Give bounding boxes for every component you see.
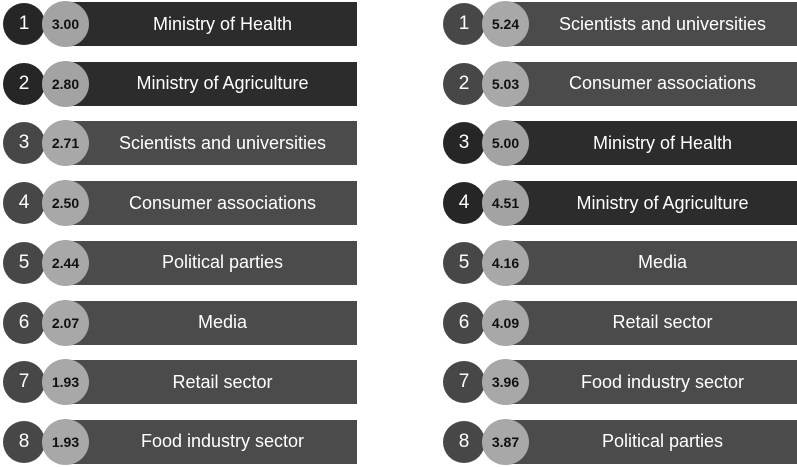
- rank-circle: 3: [443, 122, 485, 165]
- score-circle: 2.07: [42, 299, 89, 346]
- score-circle: 5.00: [482, 120, 529, 167]
- rank-circle: 3: [3, 122, 45, 165]
- actor-label-bar: Food industry sector: [58, 419, 357, 464]
- actor-label: Political parties: [161, 252, 284, 273]
- actor-label-bar: Political parties: [498, 419, 797, 464]
- score-circle: 4.51: [482, 180, 529, 227]
- actor-label: Ministry of Health: [152, 13, 293, 34]
- ranking-row: Ministry of Health 3 5.00: [440, 120, 797, 167]
- actor-label: Retail sector: [172, 371, 273, 392]
- actor-label-bar: Scientists and universities: [58, 121, 357, 166]
- actor-label: Scientists and universities: [558, 13, 767, 34]
- actor-label: Consumer associations: [568, 73, 757, 94]
- score-circle: 5.24: [482, 1, 529, 47]
- rank-circle: 5: [3, 241, 45, 284]
- actor-label-bar: Retail sector: [58, 360, 357, 405]
- score-circle: 1.93: [42, 359, 89, 406]
- actor-label-bar: Food industry sector: [498, 360, 797, 405]
- rank-circle: 2: [443, 62, 485, 105]
- actor-label-bar: Retail sector: [498, 300, 797, 345]
- actor-label: Food industry sector: [580, 371, 745, 392]
- rank-circle: 8: [3, 420, 45, 463]
- actor-label-bar: Ministry of Health: [58, 2, 357, 46]
- rank-circle: 6: [443, 301, 485, 344]
- score-circle: 3.87: [482, 418, 529, 465]
- actor-label-bar: Consumer associations: [58, 181, 357, 226]
- ranking-row: Political parties 8 3.87: [440, 418, 797, 465]
- ranking-row: Ministry of Health 1 3.00: [0, 1, 358, 47]
- right-ranking-column: Scientists and universities 1 5.24 Consumer…: [440, 0, 797, 467]
- actor-label-bar: Ministry of Agriculture: [58, 61, 357, 106]
- actor-label: Ministry of Agriculture: [576, 192, 749, 213]
- rank-circle: 8: [443, 420, 485, 463]
- ranking-row: Scientists and universities 3 2.71: [0, 120, 358, 167]
- rank-circle: 7: [3, 361, 45, 404]
- actor-label: Food industry sector: [140, 431, 305, 452]
- score-circle: 2.44: [42, 239, 89, 286]
- score-circle: 1.93: [42, 418, 89, 465]
- ranking-row: Ministry of Agriculture 2 2.80: [0, 60, 358, 107]
- rank-circle: 1: [3, 3, 45, 45]
- score-circle: 5.03: [482, 60, 529, 107]
- ranking-row: Political parties 5 2.44: [0, 239, 358, 286]
- ranking-row: Media 5 4.16: [440, 239, 797, 286]
- rank-circle: 2: [3, 62, 45, 105]
- ranking-row: Scientists and universities 1 5.24: [440, 1, 797, 47]
- ranking-row: Food industry sector 7 3.96: [440, 359, 797, 406]
- score-circle: 2.71: [42, 120, 89, 167]
- ranking-row: Retail sector 7 1.93: [0, 359, 358, 406]
- rank-circle: 6: [3, 301, 45, 344]
- actor-label: Consumer associations: [128, 192, 317, 213]
- ranking-row: Media 6 2.07: [0, 299, 358, 346]
- rank-circle: 1: [443, 3, 485, 45]
- actor-label: Retail sector: [612, 312, 713, 332]
- score-circle: 2.50: [42, 180, 89, 227]
- score-circle: 3.00: [42, 1, 89, 47]
- ranking-row: Consumer associations 4 2.50: [0, 180, 358, 227]
- score-circle: 4.16: [482, 239, 529, 286]
- actor-label: Political parties: [601, 431, 724, 452]
- actor-label-bar: Ministry of Agriculture: [498, 181, 797, 226]
- ranking-row: Food industry sector 8 1.93: [0, 418, 358, 465]
- score-circle: 3.96: [482, 359, 529, 406]
- rank-circle: 7: [443, 361, 485, 404]
- actor-label: Ministry of Agriculture: [136, 73, 309, 94]
- rank-circle: 4: [3, 182, 45, 225]
- actor-label: Scientists and universities: [118, 132, 327, 153]
- actor-label: Ministry of Health: [592, 132, 733, 153]
- actor-label-bar: Political parties: [58, 240, 357, 285]
- score-circle: 4.09: [482, 299, 529, 346]
- actor-label-bar: Consumer associations: [498, 61, 797, 106]
- rank-circle: 4: [443, 182, 485, 225]
- ranking-row: Consumer associations 2 5.03: [440, 60, 797, 107]
- actor-label-bar: Media: [58, 300, 357, 345]
- actor-label: Media: [197, 312, 248, 332]
- ranking-row: Retail sector 6 4.09: [440, 299, 797, 346]
- score-circle: 2.80: [42, 60, 89, 107]
- left-ranking-column: Ministry of Health 1 3.00 Ministry of Agric…: [0, 0, 358, 467]
- ranking-row: Ministry of Agriculture 4 4.51: [440, 180, 797, 227]
- rank-circle: 5: [443, 241, 485, 284]
- actor-label: Media: [637, 252, 688, 273]
- actor-label-bar: Ministry of Health: [498, 121, 797, 166]
- actor-label-bar: Scientists and universities: [498, 2, 797, 46]
- actor-label-bar: Media: [498, 240, 797, 285]
